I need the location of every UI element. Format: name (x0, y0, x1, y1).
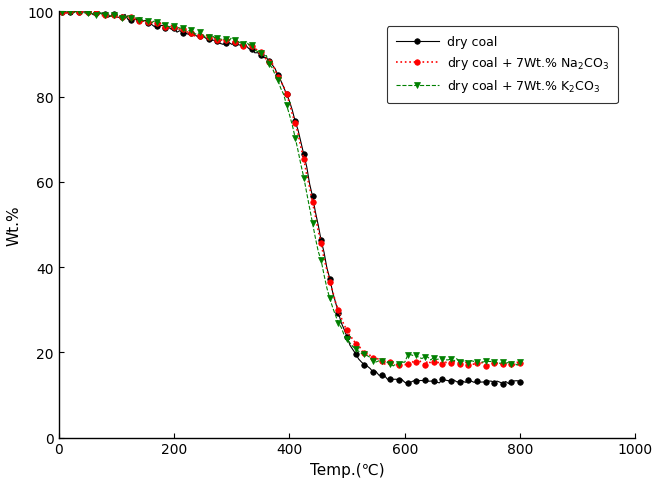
dry coal + 7Wt.% Na$_2$CO$_3$ (482, 364, 490, 370)
dry coal + 7Wt.% Na$_2$CO$_3$ (436, 360, 444, 365)
dry coal + 7Wt.% Na$_2$CO$_3$ (314, 228, 322, 234)
dry coal + 7Wt.% K$_2$CO$_3$ (61, 10, 69, 15)
Line: dry coal: dry coal (59, 10, 523, 387)
Legend: dry coal, dry coal + 7Wt.% Na$_2$CO$_3$, dry coal + 7Wt.% K$_2$CO$_3$: dry coal, dry coal + 7Wt.% Na$_2$CO$_3$,… (387, 27, 618, 104)
dry coal (516, 379, 524, 385)
dry coal + 7Wt.% Na$_2$CO$_3$ (499, 361, 507, 367)
dry coal + 7Wt.% K$_2$CO$_3$ (314, 249, 322, 255)
dry coal (190, 32, 198, 38)
dry coal + 7Wt.% K$_2$CO$_3$ (190, 32, 198, 38)
Line: dry coal + 7Wt.% K$_2$CO$_3$: dry coal + 7Wt.% K$_2$CO$_3$ (58, 9, 523, 370)
dry coal + 7Wt.% K$_2$CO$_3$ (57, 10, 65, 15)
dry coal + 7Wt.% Na$_2$CO$_3$ (358, 348, 366, 354)
dry coal + 7Wt.% K$_2$CO$_3$ (499, 360, 507, 365)
dry coal (57, 10, 65, 15)
dry coal (153, 24, 161, 30)
dry coal + 7Wt.% K$_2$CO$_3$ (438, 356, 446, 362)
dry coal (436, 380, 444, 386)
dry coal + 7Wt.% Na$_2$CO$_3$ (153, 21, 161, 27)
Y-axis label: Wt.%: Wt.% (7, 205, 22, 245)
dry coal + 7Wt.% Na$_2$CO$_3$ (66, 10, 74, 15)
dry coal (61, 10, 69, 15)
dry coal (499, 381, 507, 387)
dry coal (314, 223, 322, 229)
dry coal + 7Wt.% Na$_2$CO$_3$ (57, 10, 65, 16)
X-axis label: Temp.(℃): Temp.(℃) (310, 462, 384, 477)
dry coal (496, 379, 504, 385)
dry coal + 7Wt.% Na$_2$CO$_3$ (516, 361, 524, 366)
dry coal + 7Wt.% K$_2$CO$_3$ (358, 351, 366, 357)
dry coal + 7Wt.% Na$_2$CO$_3$ (190, 34, 198, 40)
dry coal + 7Wt.% K$_2$CO$_3$ (389, 363, 397, 369)
dry coal (358, 360, 366, 365)
dry coal + 7Wt.% K$_2$CO$_3$ (516, 359, 524, 365)
dry coal + 7Wt.% K$_2$CO$_3$ (153, 20, 161, 26)
Line: dry coal + 7Wt.% Na$_2$CO$_3$: dry coal + 7Wt.% Na$_2$CO$_3$ (59, 10, 523, 369)
